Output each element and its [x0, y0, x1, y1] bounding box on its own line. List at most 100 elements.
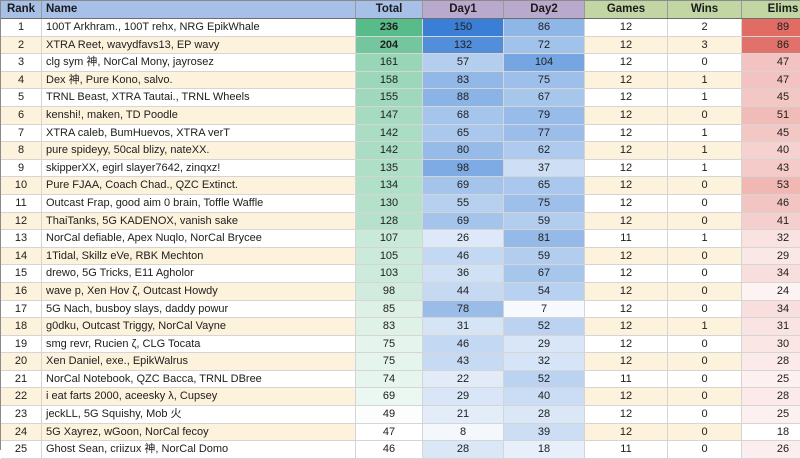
- cell-total[interactable]: 75: [356, 353, 423, 371]
- cell-day1[interactable]: 80: [423, 142, 504, 160]
- cell-total[interactable]: 47: [356, 423, 423, 441]
- cell-name[interactable]: 1Tidal, Skillz eVe, RBK Mechton: [42, 247, 356, 265]
- cell-name[interactable]: drewo, 5G Tricks, E11 Agholor: [42, 265, 356, 283]
- cell-day1[interactable]: 29: [423, 388, 504, 406]
- cell-day1[interactable]: 31: [423, 318, 504, 336]
- cell-wins[interactable]: 0: [668, 388, 742, 406]
- cell-total[interactable]: 204: [356, 36, 423, 54]
- cell-day2[interactable]: 72: [504, 36, 585, 54]
- cell-total[interactable]: 128: [356, 212, 423, 230]
- cell-elims[interactable]: 47: [742, 54, 800, 72]
- cell-elims[interactable]: 32: [742, 230, 800, 248]
- cell-wins[interactable]: 0: [668, 194, 742, 212]
- cell-day2[interactable]: 67: [504, 89, 585, 107]
- cell-rank[interactable]: 7: [1, 124, 42, 142]
- cell-day1[interactable]: 88: [423, 89, 504, 107]
- cell-day2[interactable]: 28: [504, 406, 585, 424]
- cell-rank[interactable]: 4: [1, 71, 42, 89]
- cell-games[interactable]: 12: [585, 406, 668, 424]
- column-header-day2[interactable]: Day2: [504, 1, 585, 19]
- cell-day2[interactable]: 59: [504, 212, 585, 230]
- cell-name[interactable]: XTRA Reet, wavydfavs13, EP wavy: [42, 36, 356, 54]
- cell-total[interactable]: 69: [356, 388, 423, 406]
- cell-total[interactable]: 142: [356, 124, 423, 142]
- cell-games[interactable]: 12: [585, 212, 668, 230]
- cell-day2[interactable]: 75: [504, 194, 585, 212]
- cell-elims[interactable]: 43: [742, 159, 800, 177]
- cell-rank[interactable]: 20: [1, 353, 42, 371]
- cell-elims[interactable]: 41: [742, 212, 800, 230]
- cell-rank[interactable]: 3: [1, 54, 42, 72]
- cell-games[interactable]: 12: [585, 265, 668, 283]
- cell-wins[interactable]: 1: [668, 318, 742, 336]
- cell-day2[interactable]: 54: [504, 282, 585, 300]
- cell-rank[interactable]: 13: [1, 230, 42, 248]
- cell-wins[interactable]: 1: [668, 124, 742, 142]
- cell-wins[interactable]: 0: [668, 177, 742, 195]
- cell-elims[interactable]: 25: [742, 370, 800, 388]
- cell-day2[interactable]: 40: [504, 388, 585, 406]
- cell-rank[interactable]: 24: [1, 423, 42, 441]
- cell-rank[interactable]: 17: [1, 300, 42, 318]
- cell-day1[interactable]: 83: [423, 71, 504, 89]
- cell-games[interactable]: 12: [585, 54, 668, 72]
- cell-day1[interactable]: 69: [423, 212, 504, 230]
- cell-games[interactable]: 12: [585, 353, 668, 371]
- cell-rank[interactable]: 10: [1, 177, 42, 195]
- cell-rank[interactable]: 9: [1, 159, 42, 177]
- cell-day2[interactable]: 37: [504, 159, 585, 177]
- cell-rank[interactable]: 14: [1, 247, 42, 265]
- cell-name[interactable]: ThaiTanks, 5G KADENOX, vanish sake: [42, 212, 356, 230]
- cell-wins[interactable]: 2: [668, 19, 742, 37]
- cell-elims[interactable]: 25: [742, 406, 800, 424]
- cell-wins[interactable]: 1: [668, 230, 742, 248]
- cell-name[interactable]: smg revr, Rucien ζ, CLG Tocata: [42, 335, 356, 353]
- cell-total[interactable]: 103: [356, 265, 423, 283]
- cell-games[interactable]: 12: [585, 388, 668, 406]
- cell-wins[interactable]: 0: [668, 423, 742, 441]
- cell-games[interactable]: 12: [585, 300, 668, 318]
- cell-name[interactable]: i eat farts 2000, aceesky λ, Cupsey: [42, 388, 356, 406]
- cell-wins[interactable]: 1: [668, 142, 742, 160]
- cell-day2[interactable]: 77: [504, 124, 585, 142]
- cell-day1[interactable]: 57: [423, 54, 504, 72]
- cell-games[interactable]: 12: [585, 423, 668, 441]
- cell-day2[interactable]: 65: [504, 177, 585, 195]
- cell-name[interactable]: NorCal Notebook, QZC Bacca, TRNL DBree: [42, 370, 356, 388]
- cell-games[interactable]: 12: [585, 89, 668, 107]
- cell-rank[interactable]: 23: [1, 406, 42, 424]
- cell-total[interactable]: 134: [356, 177, 423, 195]
- cell-day2[interactable]: 67: [504, 265, 585, 283]
- cell-elims[interactable]: 18: [742, 423, 800, 441]
- cell-total[interactable]: 130: [356, 194, 423, 212]
- cell-wins[interactable]: 0: [668, 406, 742, 424]
- cell-day1[interactable]: 43: [423, 353, 504, 371]
- cell-day2[interactable]: 32: [504, 353, 585, 371]
- cell-wins[interactable]: 0: [668, 106, 742, 124]
- cell-wins[interactable]: 0: [668, 282, 742, 300]
- cell-day1[interactable]: 65: [423, 124, 504, 142]
- cell-total[interactable]: 158: [356, 71, 423, 89]
- cell-wins[interactable]: 0: [668, 54, 742, 72]
- cell-day2[interactable]: 104: [504, 54, 585, 72]
- cell-wins[interactable]: 3: [668, 36, 742, 54]
- cell-total[interactable]: 142: [356, 142, 423, 160]
- cell-elims[interactable]: 89: [742, 19, 800, 37]
- cell-name[interactable]: kenshi!, maken, TD Poodle: [42, 106, 356, 124]
- cell-total[interactable]: 49: [356, 406, 423, 424]
- cell-name[interactable]: g0dku, Outcast Triggy, NorCal Vayne: [42, 318, 356, 336]
- cell-day2[interactable]: 79: [504, 106, 585, 124]
- cell-day1[interactable]: 46: [423, 247, 504, 265]
